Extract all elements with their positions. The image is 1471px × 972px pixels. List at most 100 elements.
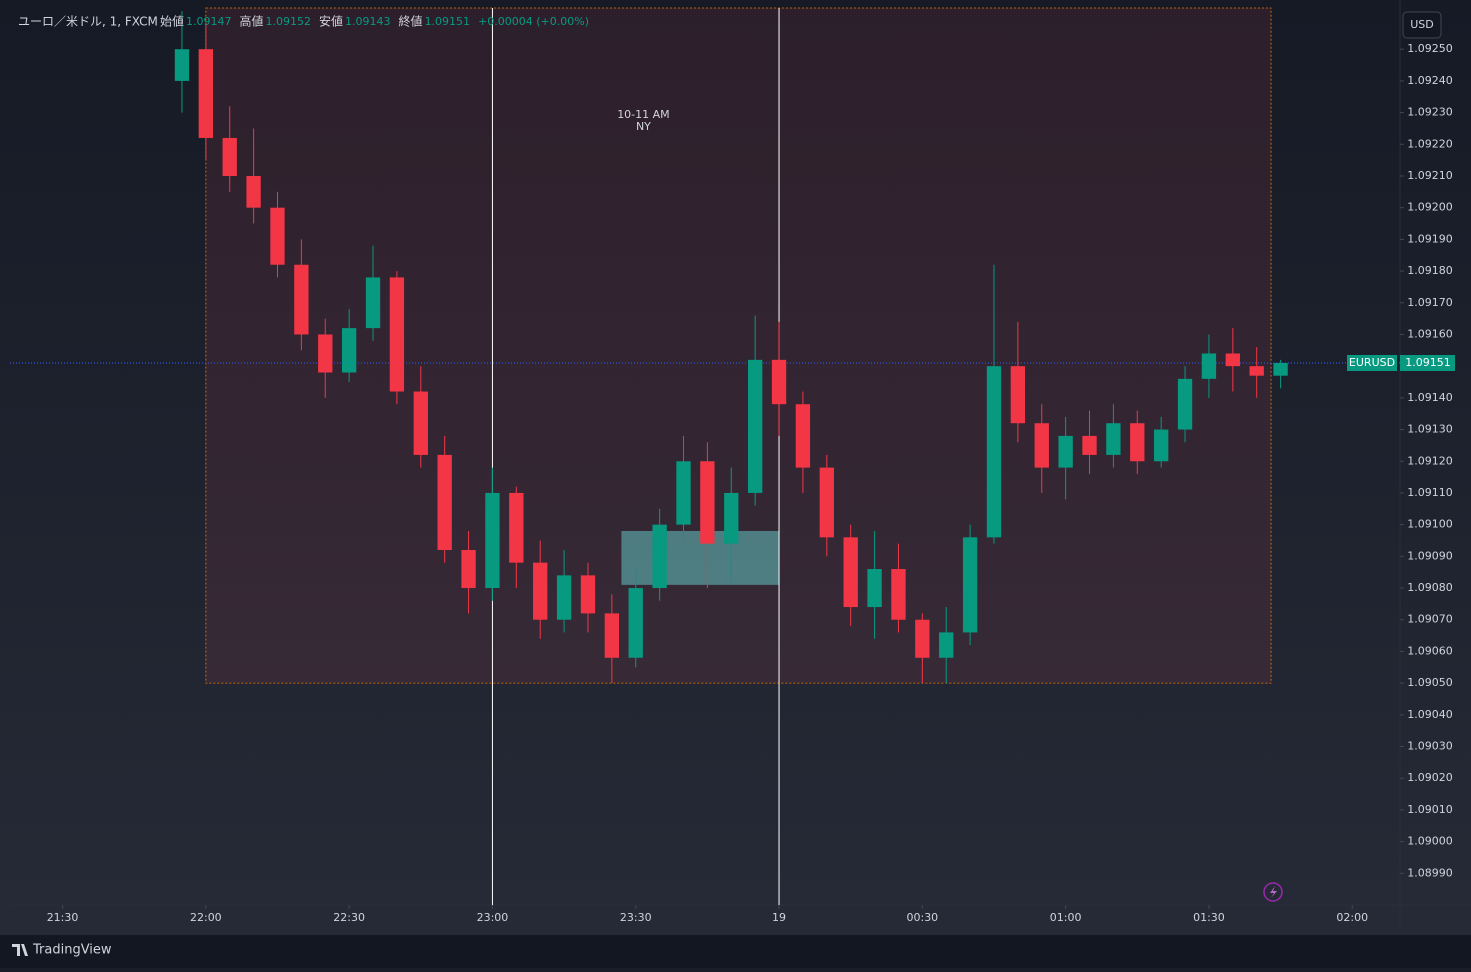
- candle-body: [843, 537, 858, 608]
- candle-body: [628, 588, 643, 658]
- x-tick-label: 21:30: [47, 911, 79, 924]
- y-tick-label: 1.09050: [1407, 676, 1453, 689]
- y-tick-label: 1.09190: [1407, 232, 1453, 245]
- candle-body: [270, 207, 285, 265]
- candle-body: [1058, 435, 1073, 468]
- y-tick-label: 1.09000: [1407, 835, 1453, 848]
- candle-body: [1177, 378, 1193, 430]
- x-tick-label: 00:30: [906, 911, 938, 924]
- y-tick-label: 1.09080: [1407, 581, 1453, 594]
- candle-body: [485, 492, 500, 589]
- candle-body: [341, 328, 357, 373]
- candle-body: [604, 613, 620, 658]
- candle-body: [1201, 353, 1217, 379]
- x-tick-label: 02:00: [1336, 911, 1368, 924]
- candle-body: [724, 492, 739, 544]
- price-tag-value: 1.09151: [1405, 356, 1451, 369]
- ohlc-value: 1.09143: [345, 15, 391, 28]
- candle-body: [580, 575, 596, 614]
- session-label: NY: [636, 120, 651, 133]
- x-tick-label: 23:00: [477, 911, 509, 924]
- price-tag-bg: [1400, 354, 1455, 371]
- candle-body: [1273, 362, 1288, 376]
- brand[interactable]: TradingView: [32, 943, 112, 958]
- alert-icon[interactable]: [1263, 882, 1283, 902]
- ohlc-value: 1.09151: [425, 15, 471, 28]
- candle-body: [413, 391, 428, 455]
- candle-body: [1082, 435, 1097, 455]
- candle-body: [1130, 423, 1145, 462]
- candle-body: [891, 569, 906, 620]
- candle-body: [1154, 429, 1169, 462]
- candle-body: [747, 359, 763, 493]
- y-tick-label: 1.09160: [1407, 327, 1453, 340]
- ohlc-label: 終値: [399, 14, 423, 29]
- currency-button[interactable]: [1402, 11, 1442, 39]
- symbol: ユーロ／米ドル, 1, FXCM: [18, 15, 158, 29]
- candle-body: [437, 454, 452, 551]
- price-tag-name: EURUSD: [1349, 356, 1395, 369]
- y-tick-label: 1.09170: [1407, 296, 1453, 309]
- currency[interactable]: USD: [1410, 18, 1434, 31]
- candle-body: [556, 575, 572, 620]
- y-tick-label: 1.09100: [1407, 518, 1453, 531]
- candle-body: [1010, 366, 1026, 424]
- y-tick-label: 1.09140: [1407, 391, 1453, 404]
- candle-body: [915, 619, 930, 658]
- candle-body: [222, 137, 237, 176]
- candle-body: [867, 569, 882, 608]
- candle-body: [1249, 366, 1264, 376]
- candle-body: [795, 404, 811, 468]
- change: +0.00004 (+0.00%): [478, 15, 589, 28]
- candle-body: [771, 359, 787, 405]
- y-tick-label: 1.09200: [1407, 201, 1453, 214]
- y-tick-label: 1.09030: [1407, 740, 1453, 753]
- candle-body: [365, 277, 381, 329]
- y-tick-label: 1.09110: [1407, 486, 1453, 499]
- y-tick-label: 1.09240: [1407, 74, 1453, 87]
- x-tick-label: 01:00: [1050, 911, 1082, 924]
- x-tick-label: 22:00: [190, 911, 222, 924]
- price-tag-name-bg: [1347, 354, 1397, 371]
- y-tick-label: 1.09070: [1407, 613, 1453, 626]
- candle-body: [652, 524, 667, 589]
- ohlc-label: 始値: [160, 14, 184, 29]
- candle-body: [533, 562, 548, 620]
- candle-body: [318, 334, 333, 373]
- x-tick-label: 23:30: [620, 911, 652, 924]
- alert-bolt[interactable]: [1270, 886, 1277, 898]
- candle-body: [198, 49, 214, 138]
- x-tick-label: 19: [772, 911, 786, 924]
- candle-body: [939, 632, 954, 658]
- y-tick-label: 1.09220: [1407, 137, 1453, 150]
- candle-body: [246, 175, 261, 208]
- candle-body: [700, 461, 715, 544]
- brand-logo[interactable]: [12, 944, 28, 956]
- y-tick-label: 1.08990: [1407, 866, 1453, 879]
- candle-body: [509, 492, 524, 563]
- session-label: 10-11 AM: [617, 108, 669, 121]
- footer: [0, 935, 1471, 968]
- y-tick-label: 1.09250: [1407, 42, 1453, 55]
- y-tick-label: 1.09090: [1407, 549, 1453, 562]
- candle-body: [676, 461, 691, 525]
- ohlc-label: 高値: [240, 14, 264, 29]
- x-tick-label: 22:30: [333, 911, 365, 924]
- candle-body: [1225, 353, 1240, 367]
- candle-body: [986, 366, 1002, 538]
- candle-body: [819, 467, 834, 538]
- ohlc-value: 1.09147: [186, 15, 232, 28]
- ohlc-value: 1.09152: [266, 15, 312, 28]
- y-tick-label: 1.09010: [1407, 803, 1453, 816]
- candle-body: [1106, 423, 1121, 455]
- y-tick-label: 1.09180: [1407, 264, 1453, 277]
- candle-body: [294, 264, 309, 335]
- candle-body: [1034, 423, 1049, 468]
- y-tick-label: 1.09210: [1407, 169, 1453, 182]
- y-tick-label: 1.09130: [1407, 423, 1453, 436]
- candle-body: [962, 537, 978, 633]
- candle-body: [461, 550, 476, 589]
- x-tick-label: 01:30: [1193, 911, 1225, 924]
